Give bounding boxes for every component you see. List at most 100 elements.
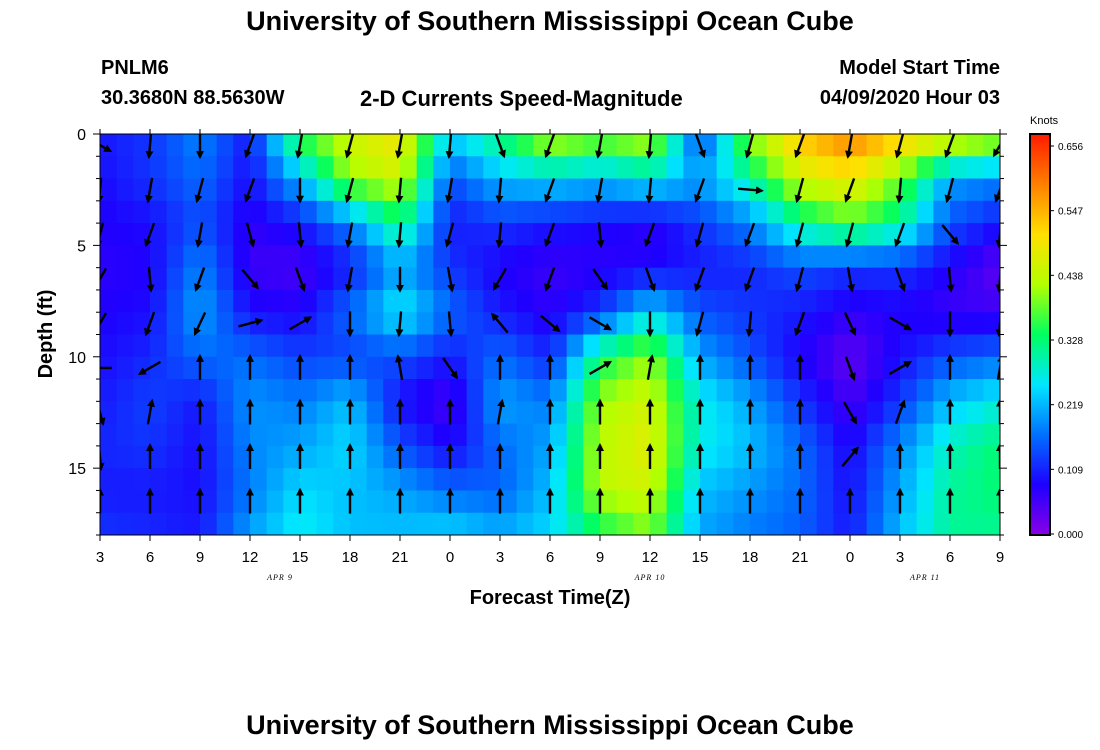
heatmap-cell [233, 156, 251, 180]
heatmap-cell [300, 445, 318, 469]
heatmap-cell [566, 289, 584, 313]
heatmap-cell [683, 379, 701, 402]
heatmap-cell [883, 312, 901, 336]
heatmap-cell [366, 289, 384, 313]
heatmap-cell [816, 289, 834, 313]
current-vector-arrow [994, 186, 1000, 203]
heatmap-cell [500, 379, 518, 402]
heatmap-cell [533, 334, 551, 358]
heatmap-cell [383, 223, 401, 246]
current-vector-arrow [345, 222, 354, 249]
heatmap-cell [883, 468, 901, 492]
current-vector-arrow [944, 177, 955, 204]
heatmap-cell [133, 289, 151, 313]
current-vector-arrow [992, 142, 1000, 158]
heatmap-cell [600, 334, 618, 358]
heatmap-cell [800, 200, 818, 224]
heatmap-cell [466, 312, 484, 336]
heatmap-cell [883, 379, 901, 402]
heatmap-cell [833, 468, 851, 492]
heatmap-cell [816, 356, 834, 380]
heatmap-cell [400, 245, 418, 269]
station-coordinates: 30.3680N 88.5630W [101, 87, 285, 109]
heatmap-cell [550, 445, 568, 469]
heatmap-cell [750, 401, 768, 425]
heatmap-cell [783, 490, 801, 514]
heatmap-cell [500, 401, 518, 425]
heatmap-cell [966, 178, 984, 202]
heatmap-cell [550, 423, 568, 447]
heatmap-cell [566, 445, 584, 469]
heatmap-cell [416, 356, 434, 380]
heatmap-cell [600, 223, 618, 246]
heatmap-cell [333, 468, 351, 492]
heatmap-cell [566, 401, 584, 425]
heatmap-cell [150, 423, 168, 447]
heatmap-cell [216, 267, 234, 291]
heatmap-cell [200, 445, 218, 469]
heatmap-cell [950, 245, 968, 269]
heatmap-cell [266, 267, 284, 291]
heatmap-cell [816, 223, 834, 246]
heatmap-cell [866, 156, 884, 180]
heatmap-cell [316, 379, 334, 402]
heatmap-cell [483, 445, 501, 469]
heatmap-cell [166, 134, 184, 157]
current-vector-arrow [195, 222, 204, 249]
heatmap-cell [800, 223, 818, 246]
heatmap-cell [983, 312, 1000, 336]
heatmap-cell [250, 134, 268, 157]
heatmap-cell [416, 445, 434, 469]
heatmap-cell [450, 423, 468, 447]
current-vector-arrow [144, 222, 156, 248]
heatmap-cell [550, 223, 568, 246]
heatmap-cell [133, 134, 151, 157]
heatmap-cell [416, 379, 434, 402]
heatmap-cell [466, 490, 484, 514]
x-tick-label: 3 [496, 549, 504, 566]
heatmap-cell [166, 178, 184, 202]
chart-title: University of Southern Mississippi Ocean… [246, 6, 854, 36]
heatmap-cell [116, 401, 134, 425]
heatmap-cell [450, 289, 468, 313]
heatmap-cell [116, 379, 134, 402]
heatmap-cell [850, 379, 868, 402]
heatmap-cell [566, 490, 584, 514]
heatmap-cell [100, 312, 118, 336]
heatmap-cell [333, 423, 351, 447]
heatmap-cell [100, 200, 118, 224]
heatmap-cell [516, 312, 534, 336]
heatmap-cell [366, 223, 384, 246]
current-vector-arrow [395, 311, 404, 338]
heatmap-cell [333, 312, 351, 336]
heatmap-cell [283, 490, 301, 514]
heatmap-cell [966, 401, 984, 425]
heatmap-cell [916, 334, 934, 358]
heatmap-cell [700, 178, 718, 202]
current-vector-arrow [100, 267, 108, 291]
heatmap-cell [300, 156, 318, 180]
heatmap-cell [833, 267, 851, 291]
x-tick-label: 9 [196, 549, 204, 566]
heatmap-cell [533, 245, 551, 269]
heatmap-cell [900, 379, 918, 402]
heatmap-cell [400, 445, 418, 469]
heatmap-cell [533, 512, 551, 535]
heatmap-cell [666, 512, 684, 535]
heatmap-cell [583, 312, 601, 336]
speed-heatmap [100, 134, 1000, 535]
current-vector-arrow [100, 312, 108, 336]
heatmap-cell [133, 490, 151, 514]
heatmap-cell [666, 223, 684, 246]
heatmap-cell [400, 200, 418, 224]
heatmap-cell [616, 379, 634, 402]
heatmap-cell [333, 156, 351, 180]
heatmap-cell [433, 245, 451, 269]
heatmap-cell [183, 289, 201, 313]
heatmap-cell [716, 490, 734, 514]
heatmap-cell [616, 490, 634, 514]
heatmap-cell [816, 379, 834, 402]
heatmap-cell [466, 178, 484, 202]
heatmap-cell [766, 490, 784, 514]
heatmap-cell [300, 134, 318, 157]
